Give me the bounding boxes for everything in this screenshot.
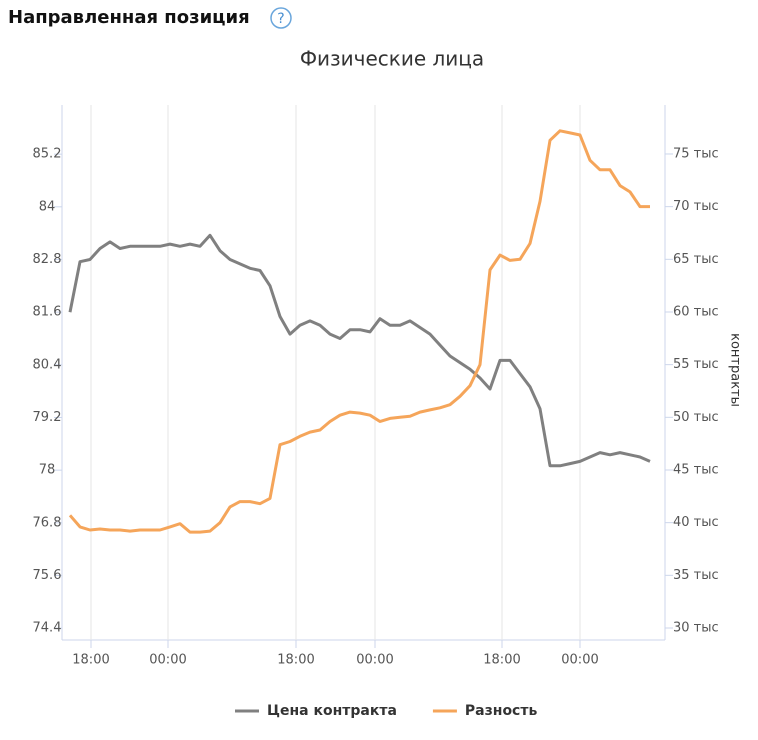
- y2-tick-label: 40 тыс: [673, 515, 719, 530]
- y-tick-label: 85.2: [33, 147, 62, 162]
- chart-title: Физические лица: [300, 47, 484, 71]
- y2-axis-label: контракты: [728, 333, 743, 407]
- y-tick-label: 81.6: [33, 305, 62, 320]
- x-tick-label: 00:00: [356, 653, 393, 668]
- x-tick-label: 18:00: [72, 653, 109, 668]
- y-tick-label: 76.8: [33, 515, 62, 530]
- legend-label: Разность: [465, 703, 538, 719]
- y2-tick-label: 50 тыс: [673, 410, 719, 425]
- y-tick-label: 78: [39, 463, 56, 478]
- y2-tick-label: 75 тыс: [673, 146, 719, 161]
- y2-tick-label: 70 тыс: [673, 199, 719, 214]
- x-tick-label: 18:00: [483, 653, 520, 668]
- series-line: [68, 129, 650, 534]
- y2-tick-label: 30 тыс: [673, 620, 719, 635]
- y2-tick-label: 60 тыс: [673, 304, 719, 319]
- y-tick-label: 84: [39, 199, 56, 214]
- y2-tick-label: 55 тыс: [673, 357, 719, 372]
- y-tick-label: 80.4: [33, 357, 62, 372]
- x-tick-label: 18:00: [277, 653, 314, 668]
- y2-tick-label: 45 тыс: [673, 462, 719, 477]
- help-icon-text[interactable]: ?: [277, 11, 284, 27]
- page-title: Направленная позиция: [8, 7, 250, 28]
- help-icon[interactable]: [270, 7, 292, 29]
- series-line: [68, 233, 651, 468]
- y2-tick-label: 65 тыс: [673, 252, 719, 267]
- x-tick-label: 00:00: [149, 653, 186, 668]
- y-tick-label: 79.2: [33, 410, 62, 425]
- y-tick-label: 75.6: [33, 568, 62, 583]
- y-tick-label: 74.4: [33, 621, 62, 636]
- x-tick-label: 00:00: [561, 653, 598, 668]
- legend-label: Цена контракта: [267, 703, 397, 719]
- y2-tick-label: 35 тыс: [673, 568, 719, 583]
- y-tick-label: 82.8: [33, 252, 62, 267]
